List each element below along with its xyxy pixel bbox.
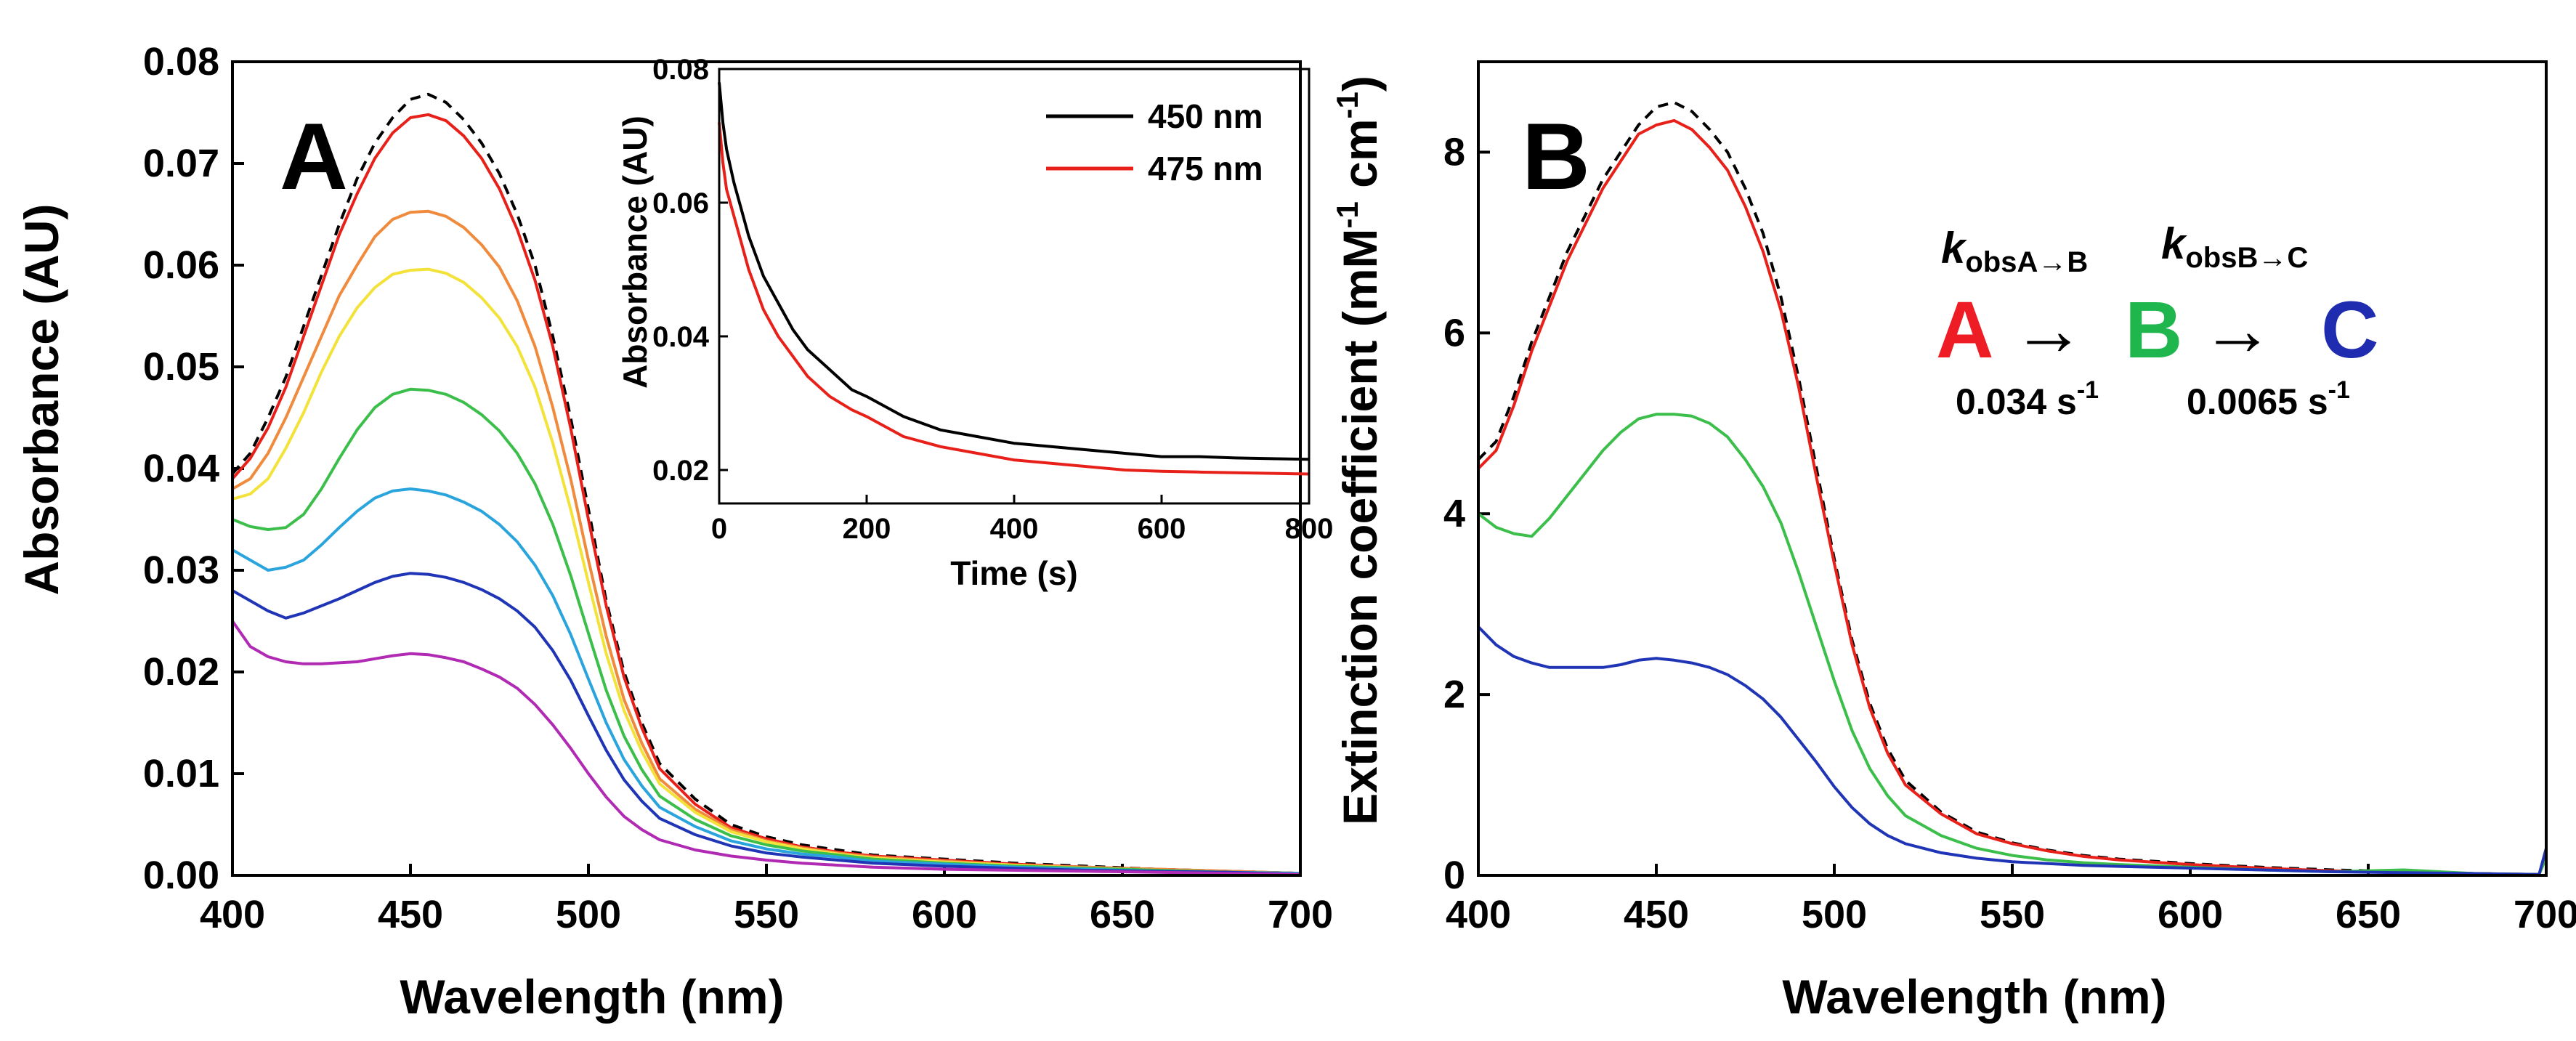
y-tick-label-a-2: 0.02 <box>143 650 219 694</box>
y-axis-title-b-mid: cm <box>1333 118 1387 201</box>
series-line-a-blue <box>232 572 1301 876</box>
y-tick-label-inset-3: 0.08 <box>652 54 709 86</box>
x-tick-label-a-0: 400 <box>200 893 265 936</box>
kinetic-scheme: kobsA→B kobsB→C A → B → C 0.034 s-1 0.00… <box>1936 219 2378 422</box>
y-tick-label-inset-0: 0.02 <box>652 455 709 487</box>
series-line-inset-450-nm <box>718 82 1310 461</box>
k2-label: kobsB→C <box>2161 219 2308 274</box>
plot-frame-b <box>1477 60 2548 877</box>
x-tick-label-b-1: 450 <box>1624 893 1689 936</box>
x-tick-label-b-6: 700 <box>2514 893 2576 936</box>
legend-label-450: 450 nm <box>1148 97 1263 135</box>
x-tick-label-a-2: 500 <box>556 893 621 936</box>
series-group-a <box>231 92 1301 876</box>
panel-label-b: B <box>1522 103 1590 209</box>
rate2-sup: -1 <box>2328 376 2350 404</box>
y-axis-title-b: Extinction coefficient (mM-1 cm-1) <box>1330 76 1387 825</box>
inset-background <box>719 69 1286 447</box>
rate2-value: 0.0065 s <box>2187 381 2328 422</box>
k1-label: kobsA→B <box>1941 224 2088 278</box>
y-tick-label-a-5: 0.05 <box>143 345 219 389</box>
y-tick-label-inset-1: 0.04 <box>652 321 710 353</box>
species-b: B <box>2125 285 2182 375</box>
y-axis-title-b-end: ) <box>1333 76 1387 92</box>
inset-chart: Absorbance (AU) Time (s) 0 200 400 600 800 0.… <box>616 54 1333 592</box>
k1-symbol: k <box>1941 224 1967 272</box>
x-tick-label-a-3: 550 <box>734 893 799 936</box>
panel-a: Absorbance (AU) Wavelength (nm) 400 450 50… <box>15 40 1333 1024</box>
series-line-b-green <box>1477 413 2548 876</box>
inset-x-axis-title: Time (s) <box>950 554 1078 592</box>
y-axis-title-text-a: Absorbance (AU) <box>15 203 68 595</box>
x-tick-label-a-5: 650 <box>1090 893 1155 936</box>
inset-legend: 450 nm 475 nm <box>1046 97 1263 187</box>
rate1-value: 0.034 s <box>1956 381 2077 422</box>
k1-subscript: obsA→B <box>1965 246 2088 278</box>
y-axis-title-a: Absorbance (AU) <box>15 203 68 595</box>
series-line-b-blue <box>1477 625 2548 876</box>
plot-frame-a <box>231 60 1302 877</box>
x-tick-label-b-3: 550 <box>1980 893 2045 936</box>
inset-frame <box>718 68 1311 505</box>
y-tick-label-b-0: 0 <box>1443 854 1465 897</box>
x-tick-label-a-1: 450 <box>378 893 443 936</box>
k2-symbol: k <box>2161 219 2187 268</box>
series-line-a-cyan <box>232 487 1301 875</box>
arrow-b-to-c: → <box>2201 289 2274 370</box>
series-line-b-red <box>1477 118 2548 876</box>
y-tick-label-a-4: 0.04 <box>143 447 219 490</box>
rate1-sup: -1 <box>2077 376 2099 404</box>
x-tick-label-inset-4: 800 <box>1285 513 1334 545</box>
series-line-inset-475-nm <box>718 122 1310 476</box>
x-tick-label-inset-1: 200 <box>843 513 891 545</box>
x-tick-label-b-4: 600 <box>2158 893 2223 936</box>
panel-label-a: A <box>280 103 348 209</box>
x-tick-label-b-2: 500 <box>1802 893 1867 936</box>
y-axis-title-b-sup1: -1 <box>1330 201 1364 228</box>
legend-label-475: 475 nm <box>1148 150 1263 187</box>
series-line-b-dashed <box>1477 101 2548 876</box>
species-c: C <box>2321 285 2378 375</box>
y-tick-label-a-7: 0.07 <box>143 142 219 185</box>
y-tick-label-b-1: 2 <box>1443 673 1465 716</box>
inset-axis-ticks: 0 200 400 600 800 0.02 0.04 0.06 0.08 <box>652 54 1333 545</box>
species-a: A <box>1936 285 1993 375</box>
x-tick-label-inset-0: 0 <box>711 513 727 545</box>
x-tick-label-inset-3: 600 <box>1138 513 1186 545</box>
y-tick-label-b-2: 4 <box>1443 492 1465 535</box>
inset-series-group <box>718 82 1310 476</box>
x-tick-label-a-4: 600 <box>912 893 977 936</box>
y-tick-label-inset-2: 0.06 <box>652 187 709 219</box>
rate-b-to-c: 0.0065 s-1 <box>2187 376 2350 422</box>
y-axis-title-b-sup2: -1 <box>1330 92 1364 118</box>
y-tick-label-a-6: 0.06 <box>143 243 219 287</box>
y-tick-label-b-4: 8 <box>1443 130 1465 174</box>
axis-ticks-a: 400 450 500 550 600 650 700 0.00 0.01 0.02 0.03 0.0… <box>143 40 1333 936</box>
y-tick-label-a-1: 0.01 <box>143 752 219 795</box>
y-tick-label-a-8: 0.08 <box>143 40 219 84</box>
y-tick-label-a-3: 0.03 <box>143 548 219 592</box>
x-axis-title-a: Wavelength (nm) <box>400 970 784 1024</box>
rate-a-to-b: 0.034 s-1 <box>1956 376 2099 422</box>
arrow-a-to-b: → <box>2012 289 2085 370</box>
y-tick-label-a-0: 0.00 <box>143 854 219 897</box>
series-line-a-purple <box>231 620 1301 876</box>
x-tick-label-inset-2: 400 <box>990 513 1039 545</box>
x-axis-title-b: Wavelength (nm) <box>1782 970 2166 1024</box>
x-tick-label-a-6: 700 <box>1268 893 1333 936</box>
inset-y-axis-title: Absorbance (AU) <box>616 116 654 389</box>
series-group-b <box>1477 101 2548 876</box>
panel-b: Extinction coefficient (mM-1 cm-1) Wavel… <box>1330 60 2576 1024</box>
y-tick-label-b-3: 6 <box>1443 311 1465 355</box>
k2-subscript: obsB→C <box>2185 242 2308 274</box>
axis-ticks-b: 400 450 500 550 600 650 700 0 2 4 6 8 <box>1443 130 2576 936</box>
x-tick-label-b-5: 650 <box>2336 893 2401 936</box>
y-axis-title-b-main: Extinction coefficient (mM <box>1333 229 1387 825</box>
series-line-a-green <box>232 387 1301 875</box>
x-tick-label-b-0: 400 <box>1446 893 1511 936</box>
